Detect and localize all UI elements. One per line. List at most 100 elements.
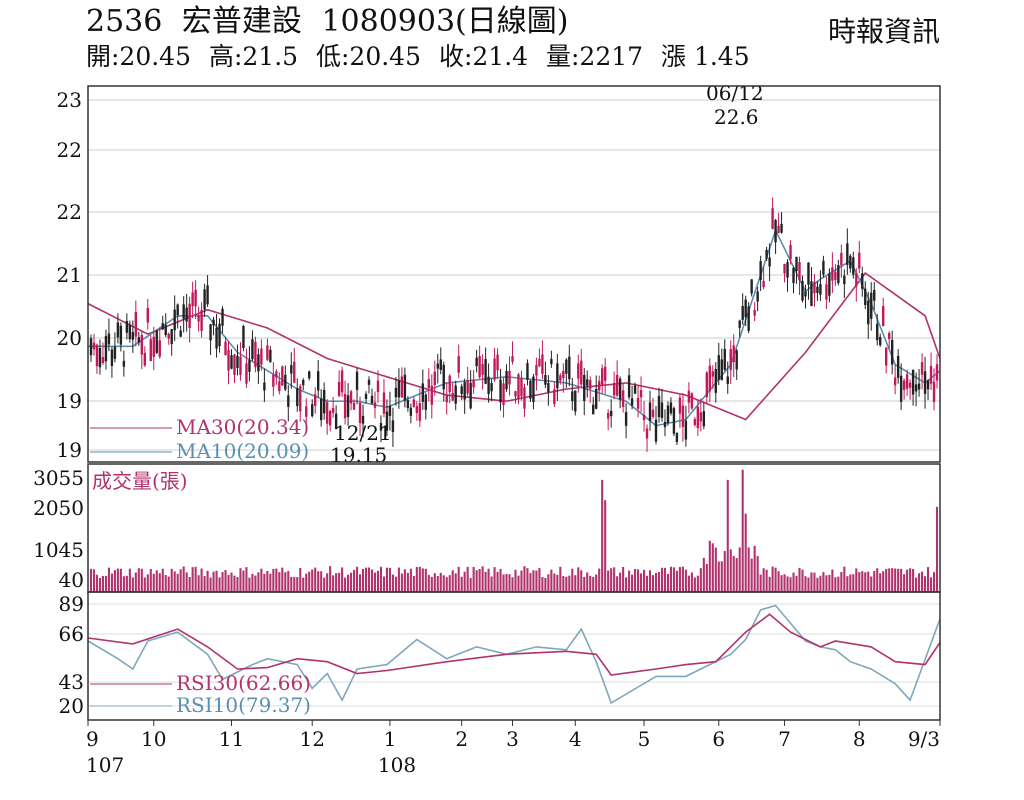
rsi30-line xyxy=(87,613,941,676)
volume-bar xyxy=(750,558,753,592)
volume-bar xyxy=(385,567,388,592)
candle-body xyxy=(275,371,278,378)
candle-body xyxy=(849,255,852,269)
candle-body xyxy=(571,391,574,402)
candle-body xyxy=(266,345,269,360)
volume-bar xyxy=(487,568,490,592)
candle-body xyxy=(574,390,577,412)
volume-bar xyxy=(696,575,699,592)
candle-body xyxy=(328,410,332,426)
candle-body xyxy=(230,355,233,369)
candle-body xyxy=(299,386,302,412)
candle-body xyxy=(484,359,487,384)
candle-body xyxy=(508,370,511,385)
volume-bar xyxy=(831,569,834,592)
volume-bar xyxy=(463,571,466,592)
candle-body xyxy=(723,348,726,370)
ma10-legend: MA10(20.09) xyxy=(176,439,309,463)
volume-bar xyxy=(373,572,377,592)
candle-body xyxy=(433,371,436,386)
volume-bar xyxy=(140,568,143,592)
candle-body xyxy=(152,336,155,357)
volume-bar xyxy=(382,576,386,592)
volume-tick-label: 40 xyxy=(59,568,84,592)
volume-bar xyxy=(687,575,690,592)
volume-bar xyxy=(260,568,263,592)
high-annotation-value: 22.6 xyxy=(714,105,759,129)
volume-bar xyxy=(678,567,681,592)
volume-bar xyxy=(194,566,197,592)
candle-body xyxy=(562,370,565,379)
volume-bar xyxy=(113,570,116,592)
volume-bar xyxy=(350,572,353,592)
candle-body xyxy=(666,405,670,424)
volume-bar xyxy=(538,568,541,592)
ohlc-open: 開:20.45 xyxy=(86,42,191,71)
volume-bar xyxy=(299,568,302,592)
volume-bar xyxy=(693,577,696,592)
candle-body xyxy=(278,381,281,392)
rsi-tick-label: 43 xyxy=(59,670,84,694)
candle-body xyxy=(370,395,374,404)
volume-bar xyxy=(932,572,936,592)
rsi-tick-label: 20 xyxy=(59,694,84,718)
candle-body xyxy=(478,356,481,378)
candle-body xyxy=(879,336,882,346)
candle-body xyxy=(257,354,260,372)
candle-body xyxy=(346,395,350,418)
volume-bar xyxy=(601,479,604,592)
volume-bar xyxy=(711,543,714,592)
volume-bar xyxy=(329,566,332,592)
candle-body xyxy=(137,337,141,343)
volume-bar xyxy=(323,577,326,592)
volume-bar xyxy=(221,572,224,592)
volume-bar xyxy=(320,571,323,592)
candle-body xyxy=(155,330,158,353)
volume-bar xyxy=(101,576,104,592)
candle-body xyxy=(472,379,475,388)
candle-body xyxy=(161,323,164,330)
candle-body xyxy=(221,308,224,326)
candle-body xyxy=(296,388,299,407)
candle-body xyxy=(107,333,111,345)
candle-body xyxy=(421,383,425,402)
candle-body xyxy=(633,385,637,394)
candle-body xyxy=(451,392,454,401)
candle-body xyxy=(218,323,221,347)
volume-bar xyxy=(191,567,194,592)
candle-body xyxy=(675,433,679,443)
candle-body xyxy=(843,275,846,285)
candle-body xyxy=(783,263,786,274)
volume-bar xyxy=(388,567,391,592)
volume-bar xyxy=(912,568,915,592)
candle-body xyxy=(334,413,338,430)
volume-bar xyxy=(272,568,275,592)
candle-body xyxy=(499,379,502,403)
volume-bar xyxy=(798,567,801,592)
candle-body xyxy=(592,404,595,415)
candle-body xyxy=(756,291,759,302)
volume-bar xyxy=(457,566,460,592)
candle-body xyxy=(529,380,532,399)
x-tick-label: 5 xyxy=(638,727,651,751)
volume-bar xyxy=(239,568,242,592)
candle-body xyxy=(744,299,747,318)
volume-bar xyxy=(935,506,939,592)
candle-body xyxy=(364,393,368,399)
volume-bar xyxy=(161,568,164,592)
candle-body xyxy=(412,399,416,407)
candle-body xyxy=(765,249,768,259)
volume-bar xyxy=(358,574,362,592)
volume-bar xyxy=(550,569,553,592)
volume-tick-label: 3055 xyxy=(33,466,84,490)
volume-bar xyxy=(717,561,720,592)
candle-body xyxy=(538,358,541,367)
x-tick-label: 10 xyxy=(141,727,166,751)
volume-bar xyxy=(263,573,266,592)
candle-body xyxy=(520,378,523,397)
volume-bar xyxy=(804,576,807,592)
candle-body xyxy=(466,380,469,394)
candle-body xyxy=(200,309,203,331)
volume-bar xyxy=(179,569,182,592)
volume-bar xyxy=(660,567,664,592)
